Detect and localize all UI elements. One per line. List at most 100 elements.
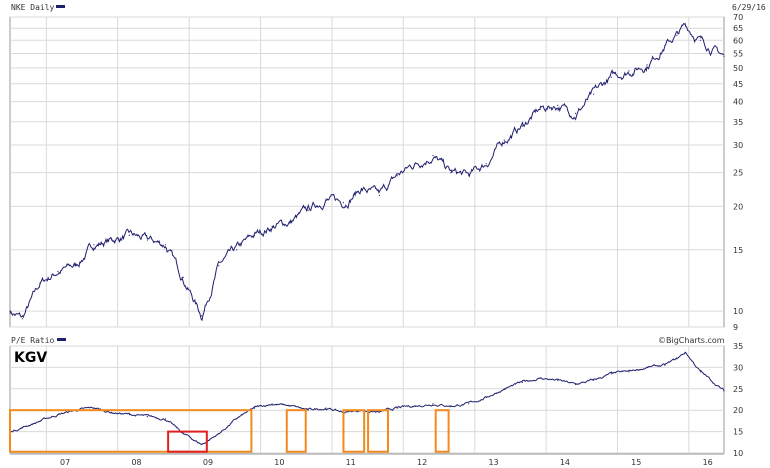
data-point xyxy=(684,25,687,27)
data-point xyxy=(325,198,327,200)
data-point xyxy=(218,433,220,435)
data-point xyxy=(307,409,309,411)
data-point xyxy=(557,104,559,106)
data-point xyxy=(699,371,702,373)
data-point xyxy=(111,239,113,241)
data-point xyxy=(539,108,541,110)
series-line xyxy=(9,22,725,322)
data-point xyxy=(93,244,95,246)
highlight-box xyxy=(342,409,366,453)
data-point xyxy=(521,381,523,383)
y-tick-label: 30 xyxy=(733,141,743,150)
data-point xyxy=(57,270,59,272)
data-point xyxy=(521,125,523,127)
data-point xyxy=(664,364,666,366)
y-tick-label: 60 xyxy=(733,36,743,45)
data-point xyxy=(610,76,613,78)
plot-frame xyxy=(9,345,725,454)
y-tick-label: 55 xyxy=(733,49,743,58)
data-point xyxy=(628,70,630,72)
y-tick-label: 25 xyxy=(733,385,743,394)
highlight-box xyxy=(167,430,208,453)
data-point xyxy=(253,234,256,236)
data-point xyxy=(539,377,541,379)
data-point xyxy=(503,388,505,390)
data-point xyxy=(21,318,24,320)
data-point xyxy=(325,407,327,409)
data-point xyxy=(360,187,362,190)
data-point xyxy=(201,315,203,317)
data-point xyxy=(664,44,666,47)
y-tick-label: 9 xyxy=(733,323,738,332)
data-point xyxy=(414,163,416,165)
pe-title: P/E Ratio xyxy=(11,336,55,345)
data-point xyxy=(723,390,725,392)
data-point xyxy=(575,112,577,114)
data-point xyxy=(432,403,434,405)
y-tick-label: 15 xyxy=(733,428,743,437)
source-credit: ©BigCharts.com xyxy=(658,336,725,345)
data-point xyxy=(593,379,595,381)
plot-frame xyxy=(9,16,725,328)
y-tick-label: 65 xyxy=(733,24,743,33)
x-axis: 07 08 09 10 11 12 13 14 15 16 xyxy=(10,453,724,467)
y-tick-label: 20 xyxy=(733,406,743,415)
x-tick-label: 16 xyxy=(703,458,713,467)
x-tick-label: 09 xyxy=(203,458,213,467)
data-point xyxy=(396,407,398,409)
highlight-box xyxy=(367,409,390,453)
y-tick-label: 45 xyxy=(733,80,743,89)
data-point xyxy=(111,411,113,413)
data-point xyxy=(201,443,203,445)
data-point xyxy=(289,405,291,407)
data-point xyxy=(378,411,380,413)
pe-ratio-panel: 10 15 20 25 30 35 P/E Ratio ©BigCharts.com KGV xyxy=(9,336,743,458)
data-point xyxy=(39,282,41,285)
data-point xyxy=(593,93,595,95)
x-tick-label: 14 xyxy=(560,458,570,467)
y-tick-label: 25 xyxy=(733,169,743,178)
data-point xyxy=(414,405,416,407)
data-point xyxy=(307,209,309,211)
data-point xyxy=(271,403,273,405)
data-point xyxy=(164,244,166,246)
y-tick-label: 70 xyxy=(733,13,743,22)
data-point xyxy=(57,413,59,416)
legend-swatch xyxy=(56,5,65,8)
y-tick-label: 40 xyxy=(733,98,743,107)
highlight-box xyxy=(434,409,450,453)
y-tick-label: 10 xyxy=(733,449,743,458)
data-point xyxy=(450,405,452,407)
data-point xyxy=(485,163,487,165)
legend-swatch xyxy=(57,338,66,341)
data-point xyxy=(432,154,434,157)
data-point xyxy=(378,194,380,196)
data-point xyxy=(676,358,678,360)
data-point xyxy=(146,416,148,418)
data-point xyxy=(146,239,148,241)
data-point xyxy=(450,172,452,174)
data-point xyxy=(699,39,702,41)
y-tick-label: 35 xyxy=(733,118,743,127)
y-tick-label: 20 xyxy=(733,202,743,211)
data-point xyxy=(289,221,291,223)
highlight-box xyxy=(285,409,307,453)
data-point xyxy=(628,371,630,373)
data-point xyxy=(9,310,11,312)
x-tick-label: 15 xyxy=(631,458,641,467)
data-point xyxy=(575,383,577,386)
data-point xyxy=(684,351,687,353)
data-point xyxy=(676,34,678,36)
y-tick-label: 15 xyxy=(733,246,743,255)
y-tick-label: 10 xyxy=(733,307,743,316)
data-point xyxy=(271,225,273,228)
x-tick-label: 13 xyxy=(488,458,498,467)
chart-title: NKE Daily xyxy=(11,3,55,12)
kgv-label: KGV xyxy=(14,350,47,366)
x-tick-label: 08 xyxy=(131,458,141,467)
data-point xyxy=(39,420,41,422)
date-label: 6/29/16 xyxy=(732,3,766,12)
data-point xyxy=(396,175,398,177)
data-point xyxy=(236,418,238,420)
